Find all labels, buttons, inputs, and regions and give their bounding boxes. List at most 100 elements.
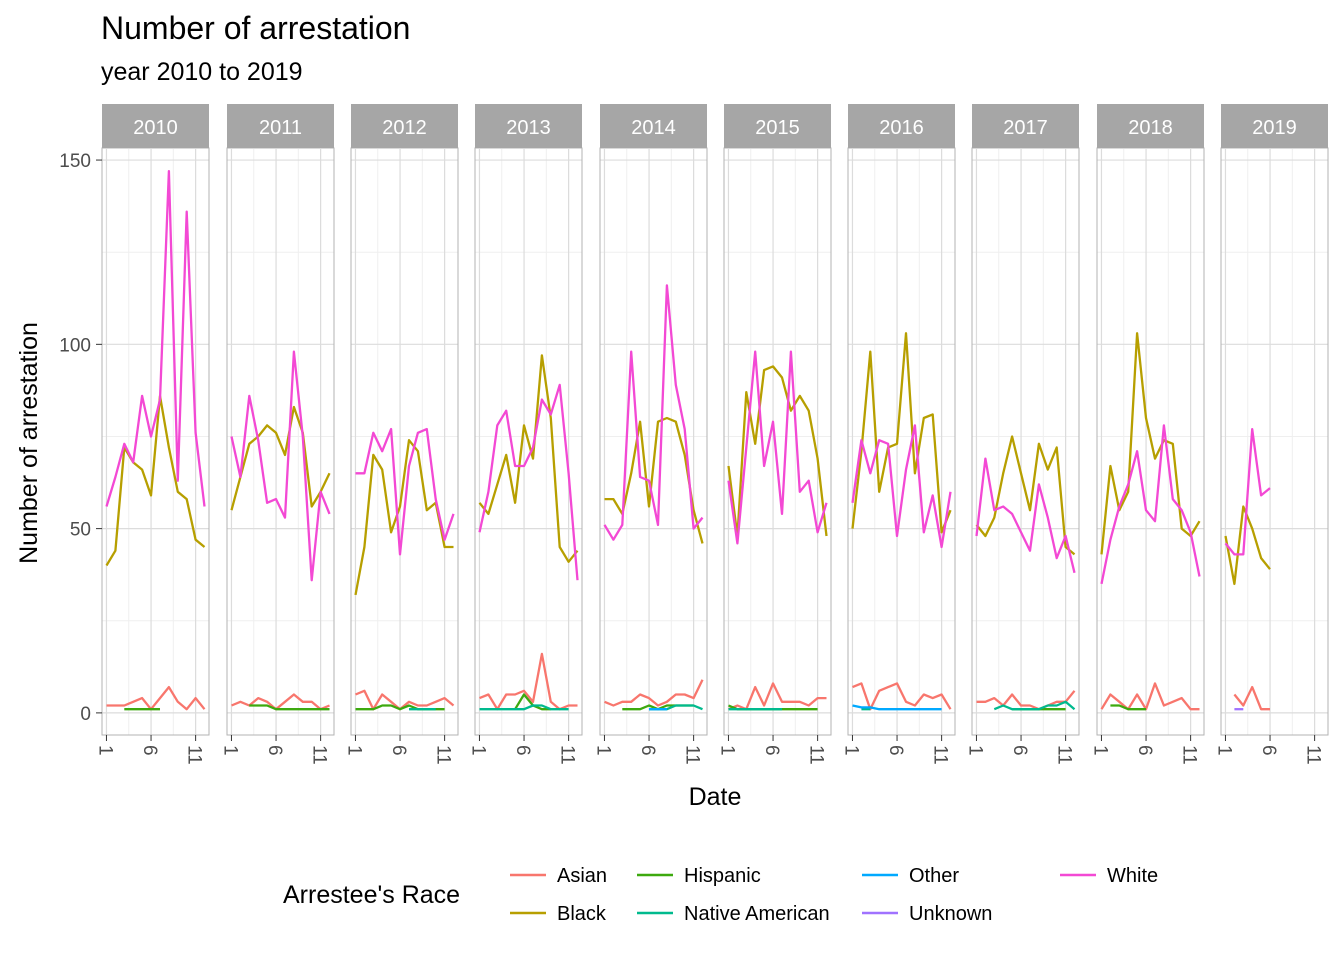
x-tick-label: 11 <box>930 745 951 765</box>
legend-item: Asian <box>510 865 607 887</box>
facet-strip <box>724 104 831 148</box>
legend-title: Arrestee's Race <box>283 881 460 909</box>
series-line-asian <box>976 690 1076 711</box>
facet-strip <box>227 104 334 148</box>
facet-strip <box>1097 104 1204 148</box>
facet-strip <box>1221 104 1328 148</box>
x-tick-label: 1 <box>1213 745 1234 756</box>
x-tick-label: 6 <box>139 745 160 756</box>
x-tick-label: 6 <box>1009 745 1030 756</box>
facet-panel-2019: 2019 1 6 11 <box>1213 104 1329 765</box>
legend-item: Black <box>510 903 607 925</box>
facet-strip <box>600 104 707 148</box>
legend-item: White <box>1060 865 1158 887</box>
series-line-black <box>1224 505 1271 586</box>
series-line-black <box>1100 332 1201 555</box>
series-line-black <box>604 416 704 544</box>
x-tick-label: 1 <box>1089 745 1110 756</box>
legend-label: White <box>1107 865 1158 887</box>
facet-strip <box>102 104 209 148</box>
facet-panel-2014: 2014 1 6 11 <box>592 104 708 765</box>
legend-label: Other <box>909 865 959 887</box>
y-tick-label: 50 <box>70 520 91 541</box>
x-tick-label: 1 <box>219 745 240 756</box>
x-tick-label: 1 <box>964 745 985 756</box>
y-axis: 0 50 100 150 <box>59 151 102 725</box>
x-tick-label: 11 <box>433 745 454 765</box>
series-line-white <box>975 457 1076 574</box>
y-tick-label: 100 <box>59 335 91 356</box>
x-tick-label: 6 <box>388 745 409 756</box>
x-tick-label: 1 <box>467 745 488 756</box>
y-tick-label: 0 <box>80 704 91 725</box>
panel-border <box>847 147 956 736</box>
series-line-white <box>727 350 828 545</box>
legend-item: Unknown <box>862 903 992 925</box>
series-line-black <box>230 405 331 511</box>
series-line-hispanic <box>1110 704 1146 711</box>
facet-label: 2018 <box>1128 117 1173 139</box>
series-line-white <box>851 424 952 549</box>
facet-label: 2010 <box>133 117 178 139</box>
x-tick-label: 11 <box>806 745 827 765</box>
facet-label: 2017 <box>1003 117 1048 139</box>
legend-item: Other <box>862 865 959 887</box>
legend-item: Native American <box>637 903 830 925</box>
series-line-black <box>478 354 579 563</box>
facet-panel-2017: 2017 1 6 11 <box>964 104 1080 765</box>
panel-border <box>971 147 1080 736</box>
series-line-native-american <box>993 700 1076 711</box>
facet-label: 2014 <box>631 117 676 139</box>
series-line-asian <box>852 682 952 711</box>
series-line-white <box>105 169 206 507</box>
legend-label: Native American <box>684 903 830 925</box>
x-tick-label: 11 <box>1179 745 1200 765</box>
panel-border <box>599 147 708 736</box>
series-line-hispanic <box>249 704 330 711</box>
chart-title: Number of arrestation <box>101 10 411 46</box>
facet-panel-2010: 2010 1 6 11 <box>94 104 210 765</box>
series-line-native-american <box>479 704 569 711</box>
series-line-white <box>603 284 704 541</box>
x-tick-label: 1 <box>840 745 861 756</box>
series-line-white <box>230 350 331 582</box>
series-line-asian <box>728 682 827 711</box>
facet-panel-2013: 2013 1 6 11 <box>467 104 583 765</box>
legend: Arrestee's Race Asian Black Hispanic Native … <box>283 865 1158 925</box>
legend-label: Hispanic <box>684 865 761 887</box>
facet-panel-2015: 2015 1 6 11 <box>716 104 832 765</box>
x-tick-label: 6 <box>1134 745 1155 756</box>
series-line-asian <box>604 679 704 707</box>
y-axis-title: Number of arrestation <box>15 322 43 564</box>
facet-panel-2018: 2018 1 6 11 <box>1089 104 1205 765</box>
x-tick-label: 11 <box>184 745 205 765</box>
facet-strip <box>351 104 458 148</box>
legend-label: Asian <box>557 865 607 887</box>
legend-item: Hispanic <box>637 865 761 887</box>
facet-label: 2016 <box>879 117 924 139</box>
facet-panel-2012: 2012 1 6 11 <box>343 104 459 765</box>
facet-strip <box>475 104 582 148</box>
series-line-white <box>478 383 579 581</box>
x-tick-label: 1 <box>592 745 613 756</box>
facet-label: 2012 <box>382 117 427 139</box>
x-tick-label: 11 <box>682 745 703 765</box>
facet-label: 2019 <box>1252 117 1297 139</box>
facet-strip <box>848 104 955 148</box>
series-line-asian <box>231 693 330 711</box>
series-line-asian <box>1233 685 1270 711</box>
series-line-black <box>727 365 828 538</box>
x-tick-label: 11 <box>309 745 330 765</box>
x-tick-label: 6 <box>885 745 906 756</box>
series-line-asian <box>106 685 206 711</box>
y-tick-label: 150 <box>59 151 91 172</box>
x-tick-label: 11 <box>1303 745 1324 765</box>
facet-panel-2011: 2011 1 6 11 <box>219 104 335 765</box>
series-line-white <box>1224 427 1271 556</box>
facet-label: 2011 <box>259 117 302 139</box>
panel-border <box>1220 147 1329 736</box>
legend-label: Unknown <box>909 903 992 925</box>
series-line-black <box>105 394 206 567</box>
x-tick-label: 6 <box>761 745 782 756</box>
series-line-black <box>975 435 1076 556</box>
